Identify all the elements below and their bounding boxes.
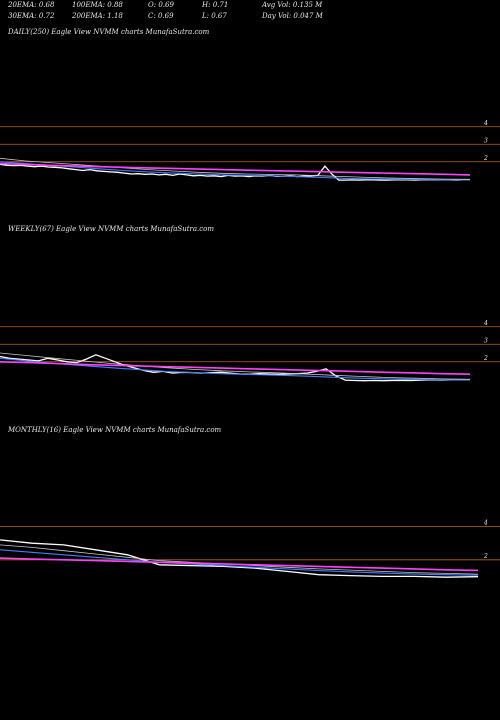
monthly-chart: 42: [0, 520, 500, 578]
level-tick-label: 4: [483, 320, 488, 327]
level-tick-label: 2: [483, 355, 488, 362]
ema-slow-line: [0, 162, 471, 176]
level-tick-label: 4: [483, 120, 488, 127]
daily-panel: DAILY(250) Eagle View NVMM charts Munafa…: [0, 0, 500, 230]
day-vol-label: Day Vol: 0.047 M: [262, 12, 323, 20]
price-line: [0, 539, 479, 578]
level-tick-label: 3: [484, 337, 488, 344]
open-label: O: 0.69: [148, 1, 174, 9]
ema20-label: 20EMA: 0.68: [8, 1, 55, 9]
ema-mid-line: [0, 157, 471, 180]
avg-vol-label: Avg Vol: 0.135 M: [262, 1, 323, 9]
ema-fast-line: [0, 549, 479, 576]
level-tick-label: 3: [484, 137, 488, 144]
ema-fast-line: [0, 357, 471, 381]
weekly-panel-title: WEEKLY(67) Eagle View NVMM charts Munafa…: [8, 225, 215, 233]
daily-panel-title: DAILY(250) Eagle View NVMM charts Munafa…: [8, 28, 210, 36]
monthly-panel: MONTHLY(16) Eagle View NVMM charts Munaf…: [0, 426, 500, 720]
monthly-panel-title: MONTHLY(16) Eagle View NVMM charts Munaf…: [8, 426, 222, 434]
ema-slow-line: [0, 557, 479, 572]
level-tick-label: 2: [483, 155, 488, 162]
level-tick-label: 4: [483, 520, 488, 527]
weekly-chart: 4 3 2: [0, 320, 500, 382]
ema100-label: 100EMA: 0.88: [72, 1, 123, 9]
daily-chart: 4 3 2: [0, 120, 500, 181]
level-tick-label: 2: [483, 553, 488, 560]
ema-slow-line: [0, 361, 471, 375]
high-label: H: 0.71: [202, 1, 229, 9]
low-label: L: 0.67: [202, 12, 227, 20]
ema30-label: 30EMA: 0.72: [8, 12, 55, 20]
ema-fast-line: [0, 161, 471, 181]
ema200-label: 200EMA: 1.18: [72, 12, 123, 20]
close-label: C: 0.69: [148, 12, 174, 20]
ema-mid-line: [0, 352, 471, 380]
price-line: [0, 163, 471, 181]
weekly-panel: WEEKLY(67) Eagle View NVMM charts Munafa…: [0, 225, 500, 430]
